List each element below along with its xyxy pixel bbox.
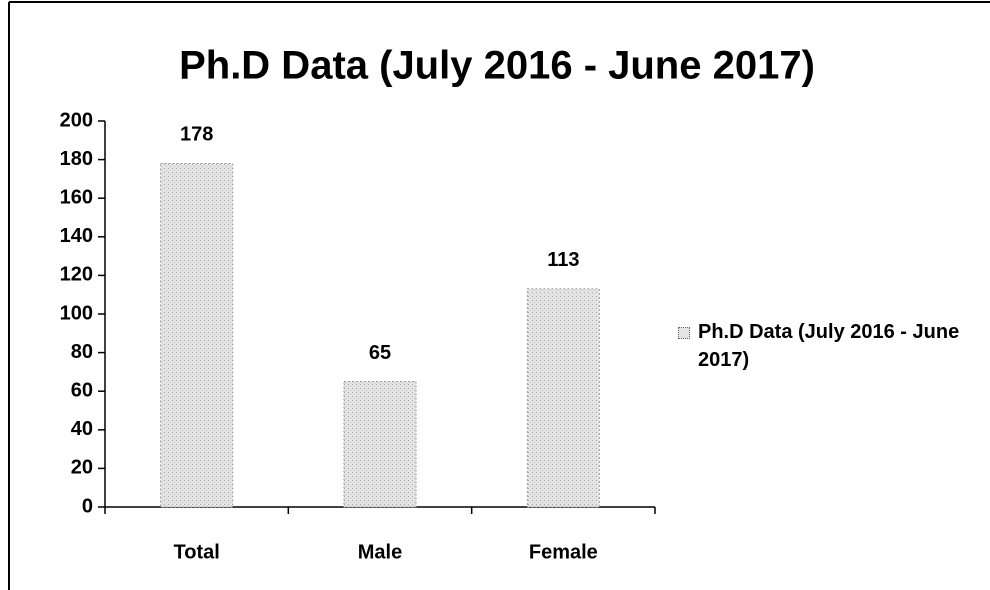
y-tick-label: 20 xyxy=(71,457,93,479)
data-label: 178 xyxy=(180,124,213,146)
bar xyxy=(526,288,600,508)
bar xyxy=(160,162,234,508)
y-tick-label: 180 xyxy=(60,148,93,170)
x-tick-label: Female xyxy=(529,541,598,563)
y-tick-label: 0 xyxy=(82,495,93,517)
y-tick-label: 60 xyxy=(71,379,93,401)
chart-title: Ph.D Data (July 2016 - June 2017) xyxy=(179,44,815,88)
bar xyxy=(343,381,417,508)
y-tick-label: 100 xyxy=(60,302,93,324)
y-tick-label: 200 xyxy=(60,109,93,131)
y-tick-label: 80 xyxy=(71,341,93,363)
y-tick-label: 140 xyxy=(60,225,93,247)
legend-key xyxy=(678,327,690,339)
legend-label: Ph.D Data (July 2016 - June 2017) xyxy=(698,321,960,371)
x-tick-label: Total xyxy=(174,541,220,563)
legend: Ph.D Data (July 2016 - June 2017) xyxy=(678,318,978,374)
y-tick-label: 160 xyxy=(60,186,93,208)
y-tick-label: 40 xyxy=(71,418,93,440)
y-tick-label: 120 xyxy=(60,264,93,286)
data-label: 113 xyxy=(547,249,579,271)
data-label: 65 xyxy=(369,342,391,364)
x-tick-label: Male xyxy=(358,541,402,563)
